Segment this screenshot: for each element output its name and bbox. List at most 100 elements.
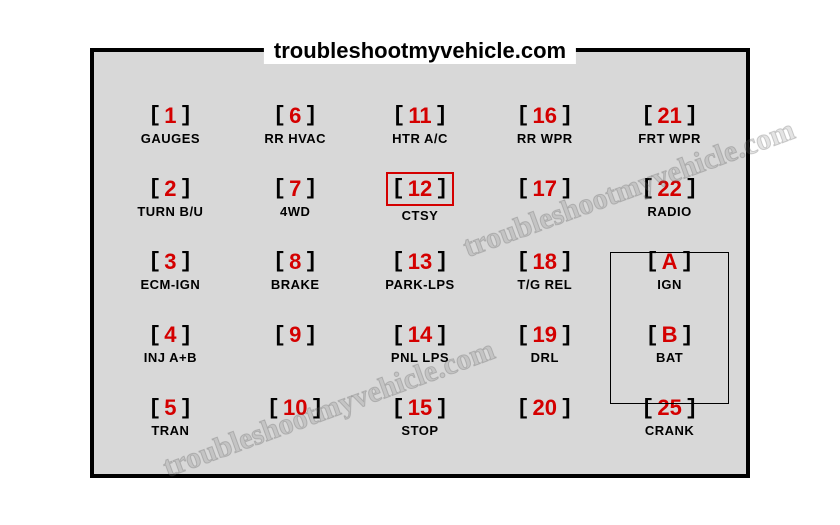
fuse-id: 22 xyxy=(657,176,681,202)
fuse-cell-19: [19] DRL xyxy=(482,307,607,380)
bracket-right-icon: ] xyxy=(180,176,193,201)
bracket-left-icon: [ xyxy=(516,249,529,274)
bracket-left-icon: [ xyxy=(641,176,654,201)
fuse-cell-2: [2]TURN B/U xyxy=(108,161,233,234)
bracket-right-icon: ] xyxy=(435,176,448,201)
fuse-cell-15: [15]STOP xyxy=(358,380,483,453)
bracket-left-icon: [ xyxy=(267,396,280,421)
fuse-cell-11: [11]HTR A/C xyxy=(358,88,483,161)
fuse-id: 18 xyxy=(533,249,557,275)
fuse-cell-3: [3]ECM-IGN xyxy=(108,234,233,307)
fuse-label xyxy=(293,350,297,365)
bracket-left-icon: [ xyxy=(641,103,654,128)
bracket-right-icon: ] xyxy=(560,176,573,201)
bracket-left-icon: [ xyxy=(392,176,405,201)
fuse-label: 4WD xyxy=(280,204,310,219)
fuse-label: IGN xyxy=(657,277,682,292)
bracket-left-icon: [ xyxy=(392,396,405,421)
fuse-id: 2 xyxy=(164,176,176,202)
fuse-id: 17 xyxy=(533,176,557,202)
fuse-slot-5: [5] xyxy=(148,395,193,421)
fuse-label: BAT xyxy=(656,350,683,365)
fuse-id: 21 xyxy=(657,103,681,129)
fuse-cell-25: [25]CRANK xyxy=(607,380,732,453)
bracket-right-icon: ] xyxy=(304,323,317,348)
fuse-label: INJ A+B xyxy=(144,350,197,365)
fuse-label xyxy=(293,423,297,438)
bracket-right-icon: ] xyxy=(560,323,573,348)
fuse-slot-16: [16] xyxy=(516,103,573,129)
fuse-id: 16 xyxy=(533,103,557,129)
fuse-slot-20: [20] xyxy=(516,395,573,421)
bracket-left-icon: [ xyxy=(516,176,529,201)
bracket-right-icon: ] xyxy=(681,249,694,274)
bracket-right-icon: ] xyxy=(685,176,698,201)
bracket-right-icon: ] xyxy=(435,323,448,348)
fuse-slot-13: [13] xyxy=(392,249,449,275)
bracket-right-icon: ] xyxy=(681,323,694,348)
fuse-label: DRL xyxy=(531,350,559,365)
bracket-left-icon: [ xyxy=(148,249,161,274)
fuse-slot-22: [22] xyxy=(641,176,698,202)
bracket-right-icon: ] xyxy=(435,396,448,421)
site-title: troubleshootmyvehicle.com xyxy=(264,38,576,64)
fuse-cell-18: [18]T/G REL xyxy=(482,234,607,307)
fuse-cell-9: [9] xyxy=(233,307,358,380)
bracket-left-icon: [ xyxy=(516,396,529,421)
bracket-left-icon: [ xyxy=(516,103,529,128)
fuse-label: RR HVAC xyxy=(264,131,326,146)
fuse-label: TRAN xyxy=(151,423,189,438)
fuse-slot-1: [1] xyxy=(148,103,193,129)
fuse-label xyxy=(543,204,547,219)
fuse-slot-17: [17] xyxy=(516,176,573,202)
fuse-cell-12: [12] CTSY xyxy=(358,161,483,234)
bracket-right-icon: ] xyxy=(435,103,448,128)
bracket-right-icon: ] xyxy=(435,249,448,274)
fuse-id: 9 xyxy=(289,322,301,348)
bracket-right-icon: ] xyxy=(560,396,573,421)
bracket-left-icon: [ xyxy=(148,396,161,421)
bracket-left-icon: [ xyxy=(273,323,286,348)
fuse-slot-12: [12] xyxy=(386,172,455,206)
fuse-label: CRANK xyxy=(645,423,694,438)
bracket-left-icon: [ xyxy=(273,249,286,274)
fuse-slot-21: [21] xyxy=(641,103,698,129)
fuse-label: RADIO xyxy=(647,204,691,219)
fuse-slot-3: [3] xyxy=(148,249,193,275)
fuse-cell-10: [10] xyxy=(233,380,358,453)
bracket-right-icon: ] xyxy=(560,103,573,128)
fuse-cell-6: [6] RR HVAC xyxy=(233,88,358,161)
fuse-slot-4: [4] xyxy=(148,322,193,348)
bracket-left-icon: [ xyxy=(641,396,654,421)
fuse-id: 11 xyxy=(408,103,431,129)
fuse-slot-6: [6] xyxy=(273,103,318,129)
bracket-left-icon: [ xyxy=(645,323,658,348)
fuse-label: CTSY xyxy=(402,208,439,223)
fuse-label: PNL LPS xyxy=(391,350,449,365)
fuse-id: 4 xyxy=(164,322,176,348)
bracket-left-icon: [ xyxy=(392,249,405,274)
fuse-slot-8: [8] xyxy=(273,249,318,275)
fuse-label: HTR A/C xyxy=(392,131,448,146)
fuse-cell-20: [20] xyxy=(482,380,607,453)
bracket-right-icon: ] xyxy=(180,396,193,421)
fuse-slot-A: [A] xyxy=(645,249,693,275)
fuse-cell-5: [5] TRAN xyxy=(108,380,233,453)
fuse-label: FRT WPR xyxy=(638,131,701,146)
fuse-id: B xyxy=(662,322,678,348)
fuse-slot-9: [9] xyxy=(273,322,318,348)
fuse-id: 1 xyxy=(164,103,176,129)
fuse-label: GAUGES xyxy=(141,131,200,146)
fuse-id: 19 xyxy=(533,322,557,348)
fuse-slot-19: [19] xyxy=(516,322,573,348)
bracket-left-icon: [ xyxy=(273,103,286,128)
bracket-right-icon: ] xyxy=(180,323,193,348)
bracket-right-icon: ] xyxy=(304,249,317,274)
fuse-panel: troubleshootmyvehicle.com [1]GAUGES[2]TU… xyxy=(90,48,750,478)
bracket-left-icon: [ xyxy=(148,176,161,201)
fuse-cell-22: [22] RADIO xyxy=(607,161,732,234)
fuse-label xyxy=(543,423,547,438)
fuse-id: 6 xyxy=(289,103,301,129)
bracket-right-icon: ] xyxy=(685,103,698,128)
bracket-right-icon: ] xyxy=(560,249,573,274)
